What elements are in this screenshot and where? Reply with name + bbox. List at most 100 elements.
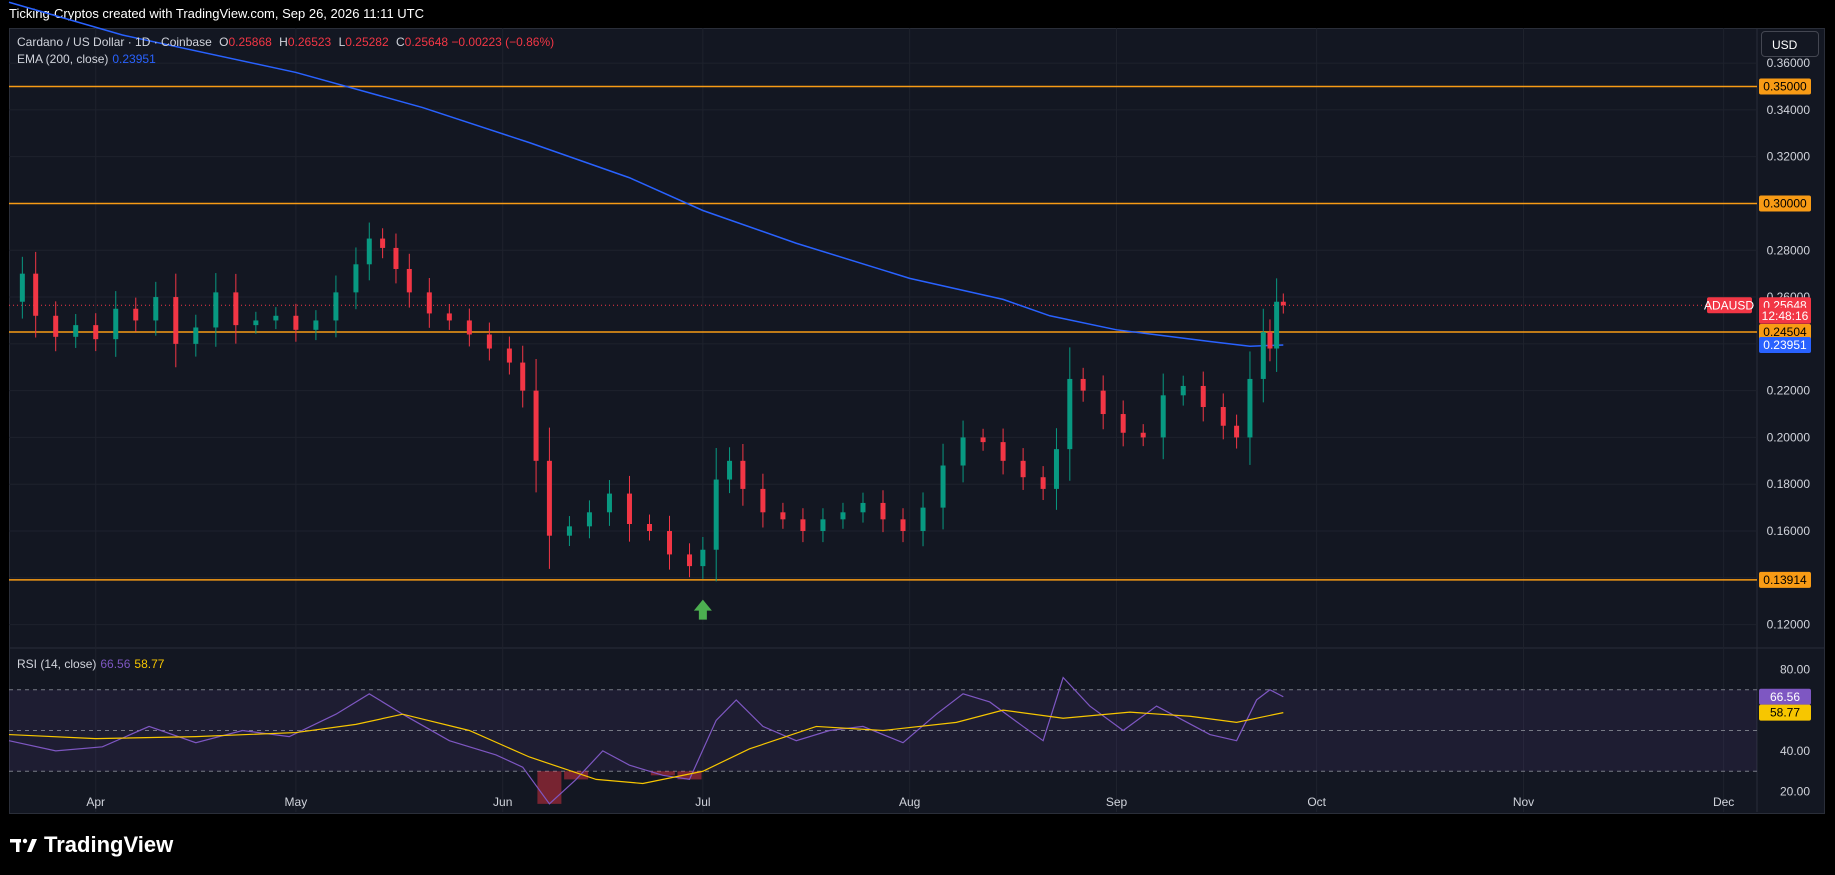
candle-body[interactable] bbox=[713, 479, 719, 550]
rsi-oversold-fill bbox=[677, 771, 702, 780]
candle-body[interactable] bbox=[73, 325, 79, 337]
candle-body[interactable] bbox=[586, 512, 592, 527]
rsi-legend[interactable]: RSI (14, close) 66.56 58.77 bbox=[17, 657, 164, 671]
candle-body[interactable] bbox=[1053, 449, 1059, 489]
candle-body[interactable] bbox=[273, 315, 279, 321]
candle-body[interactable] bbox=[253, 320, 259, 326]
time-axis-label: Jun bbox=[493, 795, 512, 809]
symbol-title[interactable]: Cardano / US Dollar · 1D · Coinbase bbox=[17, 35, 212, 49]
rsi-value-text: 66.56 bbox=[1770, 690, 1800, 704]
candle-body[interactable] bbox=[1080, 378, 1086, 391]
candle-body[interactable] bbox=[1040, 477, 1046, 489]
candle-body[interactable] bbox=[93, 325, 99, 340]
candle-body[interactable] bbox=[466, 320, 472, 335]
candle-body[interactable] bbox=[646, 524, 652, 532]
price-label-badge[interactable] bbox=[1759, 307, 1811, 324]
currency-button[interactable]: USD bbox=[1761, 31, 1819, 57]
candle-body[interactable] bbox=[406, 268, 412, 293]
candle-body[interactable] bbox=[380, 238, 386, 248]
up-arrow-marker[interactable] bbox=[693, 599, 712, 620]
candle-body[interactable] bbox=[1200, 385, 1206, 408]
candle-body[interactable] bbox=[820, 519, 826, 532]
candle-body[interactable] bbox=[780, 512, 786, 520]
candle-body[interactable] bbox=[740, 460, 746, 489]
rsi-ma-line[interactable] bbox=[8, 709, 1284, 785]
candle-body[interactable] bbox=[1160, 395, 1166, 438]
candle-body[interactable] bbox=[1274, 301, 1280, 349]
price-label-badge[interactable] bbox=[1759, 78, 1811, 95]
candle-body[interactable] bbox=[19, 273, 25, 302]
candle-body[interactable] bbox=[33, 273, 39, 316]
candle-body[interactable] bbox=[153, 297, 159, 321]
candle-body[interactable] bbox=[980, 437, 986, 443]
price-label-badge[interactable] bbox=[1759, 336, 1811, 353]
rsi-oversold-fill bbox=[564, 771, 589, 780]
candle-body[interactable] bbox=[626, 493, 632, 524]
candle-body[interactable] bbox=[1100, 390, 1106, 415]
candle-body[interactable] bbox=[533, 390, 539, 461]
candle-body[interactable] bbox=[880, 502, 886, 520]
price-label-badge[interactable] bbox=[1759, 195, 1811, 212]
candle-body[interactable] bbox=[506, 348, 512, 363]
candle-body[interactable] bbox=[53, 315, 59, 337]
ema-200-line[interactable] bbox=[8, 1, 1284, 347]
candle-body[interactable] bbox=[446, 313, 452, 321]
rsi-line[interactable] bbox=[8, 676, 1284, 805]
candle-body[interactable] bbox=[1020, 460, 1026, 478]
candle-body[interactable] bbox=[393, 247, 399, 269]
candle-body[interactable] bbox=[173, 297, 179, 344]
candle-body[interactable] bbox=[700, 549, 706, 567]
candle-body[interactable] bbox=[520, 362, 526, 391]
candle-body[interactable] bbox=[1267, 332, 1273, 349]
candle-body[interactable] bbox=[426, 292, 432, 314]
candle-body[interactable] bbox=[900, 519, 906, 532]
candle-body[interactable] bbox=[606, 493, 612, 513]
price-tick-label: 0.12000 bbox=[1767, 618, 1811, 632]
candle-body[interactable] bbox=[760, 488, 766, 513]
candle-body[interactable] bbox=[860, 502, 866, 513]
candle-body[interactable] bbox=[546, 460, 552, 536]
candle-body[interactable] bbox=[1260, 332, 1266, 379]
candle-body[interactable] bbox=[193, 327, 199, 344]
ema-legend[interactable]: EMA (200, close) 0.23951 bbox=[17, 52, 156, 66]
candle-body[interactable] bbox=[566, 526, 572, 536]
price-label-badge[interactable] bbox=[1759, 571, 1811, 588]
candle-body[interactable] bbox=[133, 308, 139, 321]
candle-body[interactable] bbox=[940, 465, 946, 508]
tradingview-logo[interactable]: TradingView bbox=[10, 832, 173, 858]
candle-body[interactable] bbox=[293, 315, 299, 330]
candle-body[interactable] bbox=[1067, 378, 1073, 450]
candle-body[interactable] bbox=[960, 437, 966, 466]
candle-body[interactable] bbox=[233, 292, 239, 326]
open-label: O bbox=[219, 35, 229, 49]
candle-body[interactable] bbox=[800, 519, 806, 532]
candle-body[interactable] bbox=[1120, 414, 1126, 433]
candle-body[interactable] bbox=[687, 554, 693, 567]
candle-body[interactable] bbox=[920, 507, 926, 532]
candle-body[interactable] bbox=[1247, 378, 1253, 438]
candle-body[interactable] bbox=[213, 292, 219, 328]
candle-body[interactable] bbox=[727, 460, 733, 480]
candle-body[interactable] bbox=[366, 238, 372, 265]
rsi-tick-label: 20.00 bbox=[1780, 785, 1810, 799]
candle-body[interactable] bbox=[1220, 407, 1226, 426]
candle-body[interactable] bbox=[1180, 385, 1186, 396]
low-label: L bbox=[338, 35, 346, 49]
candle-body[interactable] bbox=[1000, 442, 1006, 461]
candle-body[interactable] bbox=[113, 308, 119, 340]
candle-body[interactable] bbox=[313, 320, 319, 330]
chart-canvas[interactable]: 0.360000.340000.320000.300000.280000.260… bbox=[0, 0, 1835, 814]
price-label-badge[interactable] bbox=[1759, 324, 1811, 341]
price-label-text: 0.24504 bbox=[1763, 325, 1807, 339]
candle-body[interactable] bbox=[486, 334, 492, 349]
candle-body[interactable] bbox=[1280, 301, 1286, 306]
candle-body[interactable] bbox=[667, 531, 673, 555]
candle-body[interactable] bbox=[333, 292, 339, 321]
close-label: C bbox=[396, 35, 405, 49]
candle-body[interactable] bbox=[1140, 432, 1146, 438]
main-legend: Cardano / US Dollar · 1D · Coinbase O0.2… bbox=[17, 35, 554, 49]
candle-body[interactable] bbox=[1234, 425, 1240, 438]
candle-body[interactable] bbox=[840, 512, 846, 520]
price-tick-label: 0.34000 bbox=[1767, 103, 1811, 117]
candle-body[interactable] bbox=[353, 264, 359, 293]
